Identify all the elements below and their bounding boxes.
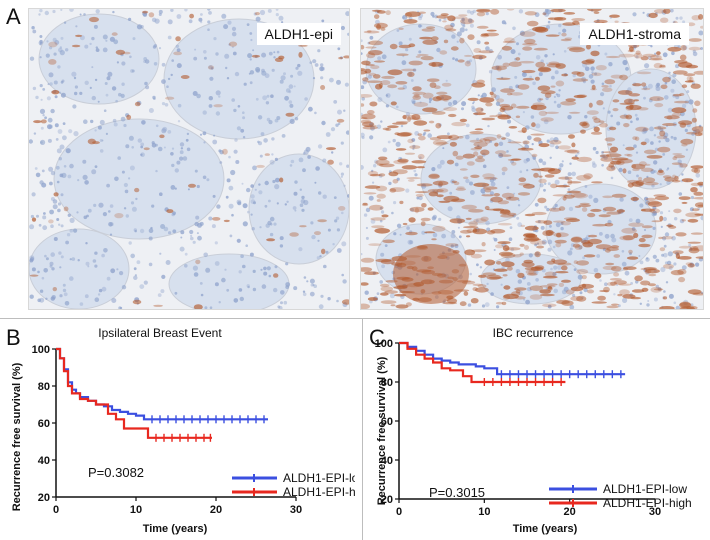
x-tick-label: 0 [396, 506, 402, 518]
y-tick-label: 20 [381, 494, 393, 506]
panel-divider-vertical [362, 318, 363, 540]
x-tick-label: 30 [649, 506, 661, 518]
legend-c-low: ALDH1-EPI-low [603, 482, 687, 496]
y-tick-label: 20 [38, 492, 50, 504]
y-tick-label: 60 [381, 416, 393, 428]
x-tick-label: 10 [478, 506, 490, 518]
x-tick-label: 30 [290, 504, 302, 516]
chart-ibc-recurrence: C IBC recurrence 20 40 60 80 100 0 10 20 30 Time… [369, 325, 692, 535]
micrograph-epi-label: ALDH1-epi [256, 23, 341, 45]
y-tick-label: 60 [38, 418, 50, 430]
chart-b-legend: ALDH1-EPI-low ALDH1-EPI-high [232, 471, 355, 499]
chart-c-axes [398, 343, 655, 500]
micrograph-aldh1-epi: ALDH1-epi [28, 8, 350, 310]
micrograph-stroma-tissue [361, 9, 703, 309]
survival-curve-low [56, 347, 268, 421]
chart-c-legend: ALDH1-EPI-low ALDH1-EPI-high [549, 482, 692, 510]
panel-c-letter: C [369, 325, 385, 350]
x-tick-label: 0 [53, 504, 59, 516]
x-tick-label: 20 [210, 504, 222, 516]
y-tick-label: 100 [32, 344, 50, 356]
micrograph-stroma-label: ALDH1-stroma [580, 23, 689, 45]
micrograph-aldh1-stroma: ALDH1-stroma [360, 8, 704, 310]
chart-c-pvalue: P=0.3015 [429, 485, 485, 500]
chart-b-xlabel: Time (years) [143, 523, 208, 535]
y-tick-label: 80 [38, 381, 50, 393]
survival-curve-high [399, 341, 566, 384]
chart-c-series [399, 341, 626, 386]
chart-ipsilateral-breast-event: B Ipsilateral Breast Event 20 40 60 80 100 0 1… [6, 325, 355, 535]
legend-b-low: ALDH1-EPI-low [283, 471, 355, 485]
legend-c-high: ALDH1-EPI-high [603, 496, 692, 510]
panel-b-letter: B [6, 325, 21, 350]
chart-c-title: IBC recurrence [493, 326, 574, 340]
chart-c-ylabel: Recurrence free survival (%) [376, 356, 388, 505]
chart-b-pvalue: P=0.3082 [88, 465, 144, 480]
x-tick-label: 10 [130, 504, 142, 516]
chart-c-ticks: 20 40 60 80 100 0 10 20 30 [375, 338, 661, 518]
chart-b-series [56, 347, 268, 442]
y-tick-label: 40 [381, 455, 393, 467]
panel-divider-horizontal [0, 318, 710, 319]
micrograph-epi-tissue [29, 9, 349, 309]
y-tick-label: 100 [375, 338, 393, 350]
chart-b-title: Ipsilateral Breast Event [98, 326, 222, 340]
chart-c-xlabel: Time (years) [513, 523, 578, 535]
survival-curve-high [56, 347, 212, 439]
chart-b-ylabel: Recurrence free survival (%) [11, 362, 23, 511]
legend-b-high: ALDH1-EPI-high [283, 485, 355, 499]
y-tick-label: 40 [38, 455, 50, 467]
y-tick-label: 80 [381, 377, 393, 389]
panel-a-letter: A [6, 4, 21, 29]
x-tick-label: 20 [564, 506, 576, 518]
chart-b-ticks: 20 40 60 80 100 0 10 20 30 [32, 344, 302, 516]
